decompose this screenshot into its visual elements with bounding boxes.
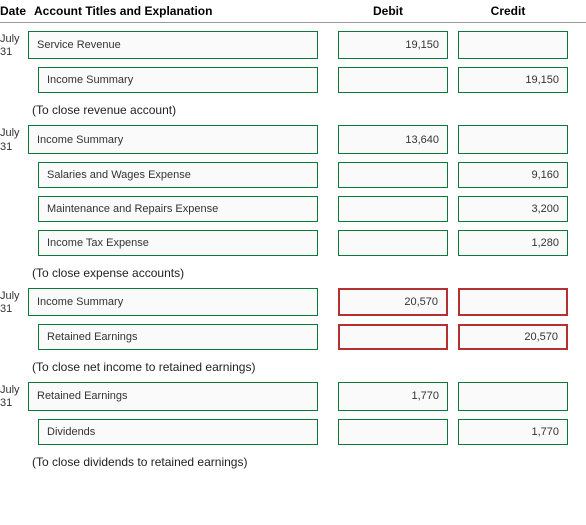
date-cell: July31	[0, 288, 28, 316]
date-cell	[0, 230, 28, 232]
journal-row: July31Service Revenue 19,150	[0, 31, 586, 59]
entry-explanation: (To close expense accounts)	[32, 266, 586, 280]
table-header: Date Account Titles and Explanation Debi…	[0, 0, 586, 23]
journal-row: Salaries and Wages Expense 9,160	[0, 162, 586, 188]
credit-input[interactable]	[458, 288, 568, 316]
journal-row: Dividends 1,770	[0, 419, 586, 445]
credit-input[interactable]: 19,150	[458, 67, 568, 93]
credit-input[interactable]	[458, 382, 568, 410]
debit-input[interactable]	[338, 162, 448, 188]
debit-input[interactable]: 13,640	[338, 125, 448, 153]
credit-input[interactable]	[458, 31, 568, 59]
debit-input[interactable]: 1,770	[338, 382, 448, 410]
account-title-input[interactable]: Maintenance and Repairs Expense	[38, 196, 318, 222]
credit-input[interactable]: 1,280	[458, 230, 568, 256]
debit-input[interactable]	[338, 196, 448, 222]
credit-input[interactable]: 20,570	[458, 324, 568, 350]
date-cell	[0, 67, 28, 69]
account-title-input[interactable]: Retained Earnings	[38, 324, 318, 350]
account-title-input[interactable]: Dividends	[38, 419, 318, 445]
journal-row: Income Summary 19,150	[0, 67, 586, 93]
journal-row: July31Retained Earnings 1,770	[0, 382, 586, 410]
credit-input[interactable]: 9,160	[458, 162, 568, 188]
account-title-input[interactable]: Salaries and Wages Expense	[38, 162, 318, 188]
header-title: Account Titles and Explanation	[28, 4, 328, 18]
account-title-input[interactable]: Income Tax Expense	[38, 230, 318, 256]
header-credit: Credit	[448, 4, 568, 18]
journal-entries: July31Service Revenue19,150Income Summar…	[0, 31, 586, 469]
debit-input[interactable]	[338, 67, 448, 93]
journal-row: July31Income Summary 13,640	[0, 125, 586, 153]
journal-row: Income Tax Expense 1,280	[0, 230, 586, 256]
header-debit: Debit	[328, 4, 448, 18]
date-cell: July31	[0, 382, 28, 410]
credit-input[interactable]: 3,200	[458, 196, 568, 222]
journal-row: July31Income Summary 20,570	[0, 288, 586, 316]
account-title-input[interactable]: Income Summary	[28, 288, 318, 316]
entry-explanation: (To close dividends to retained earnings…	[32, 455, 586, 469]
date-cell: July31	[0, 31, 28, 59]
date-cell	[0, 419, 28, 421]
account-title-input[interactable]: Income Summary	[28, 125, 318, 153]
debit-input[interactable]: 19,150	[338, 31, 448, 59]
debit-input[interactable]: 20,570	[338, 288, 448, 316]
date-cell	[0, 162, 28, 164]
date-cell	[0, 196, 28, 198]
debit-input[interactable]	[338, 419, 448, 445]
debit-input[interactable]	[338, 324, 448, 350]
date-cell	[0, 324, 28, 326]
journal-row: Maintenance and Repairs Expense 3,200	[0, 196, 586, 222]
debit-input[interactable]	[338, 230, 448, 256]
entry-explanation: (To close net income to retained earning…	[32, 360, 586, 374]
account-title-input[interactable]: Retained Earnings	[28, 382, 318, 410]
account-title-input[interactable]: Service Revenue	[28, 31, 318, 59]
header-date: Date	[0, 4, 28, 18]
date-cell: July31	[0, 125, 28, 153]
credit-input[interactable]	[458, 125, 568, 153]
entry-explanation: (To close revenue account)	[32, 103, 586, 117]
credit-input[interactable]: 1,770	[458, 419, 568, 445]
account-title-input[interactable]: Income Summary	[38, 67, 318, 93]
journal-row: Retained Earnings 20,570	[0, 324, 586, 350]
